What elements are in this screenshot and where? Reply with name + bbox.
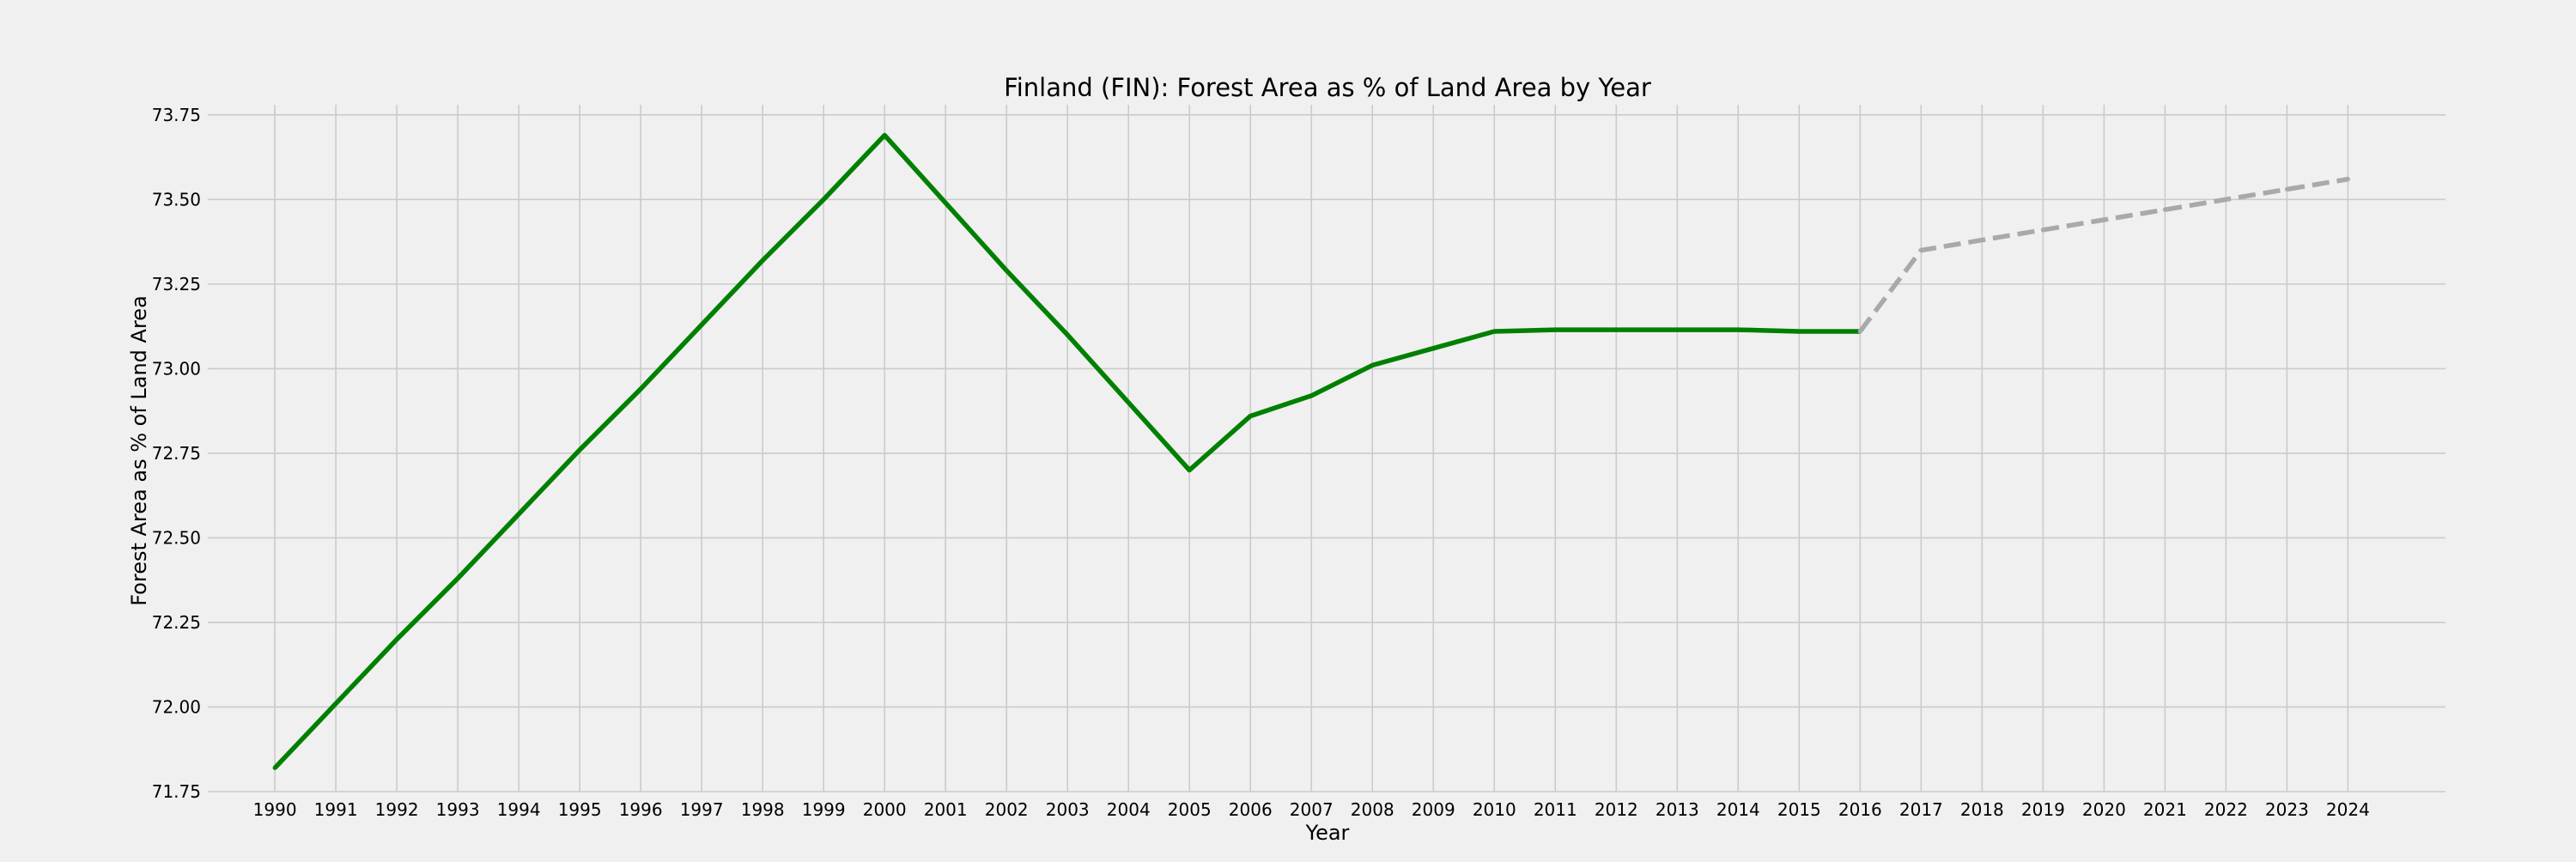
projection-data-point <box>1918 247 1923 252</box>
x-tick-label: 2007 <box>1290 799 1334 820</box>
y-tick-label: 73.50 <box>152 189 201 209</box>
observed-data-point <box>272 765 277 770</box>
observed-data-point <box>1796 329 1801 334</box>
x-tick-label: 2004 <box>1107 799 1151 820</box>
observed-data-point <box>1004 268 1009 273</box>
x-tick-label: 2019 <box>2021 799 2065 820</box>
grid <box>208 105 2445 792</box>
observed-data-point <box>1492 329 1497 334</box>
x-tick-label: 1992 <box>375 799 419 820</box>
x-tick-label: 2008 <box>1351 799 1394 820</box>
observed-data-point <box>516 512 521 517</box>
observed-data-point <box>1248 414 1253 419</box>
projection-data-point <box>2223 197 2228 202</box>
x-tick-label: 2021 <box>2143 799 2187 820</box>
x-tick-label: 2013 <box>1656 799 1699 820</box>
x-tick-label: 2006 <box>1229 799 1273 820</box>
observed-data-point <box>638 386 643 392</box>
observed-data-point <box>333 701 338 707</box>
y-tick-label: 73.75 <box>152 105 201 125</box>
x-tick-label: 2020 <box>2082 799 2126 820</box>
observed-data-point <box>455 576 460 581</box>
x-tick-label: 2016 <box>1838 799 1882 820</box>
projection-data-point <box>2284 187 2289 192</box>
x-tick-label: 2023 <box>2265 799 2309 820</box>
x-tick-label: 2022 <box>2204 799 2248 820</box>
projection-data-point <box>2101 217 2106 222</box>
y-tick-labels: 71.75 72.00 72.25 72.50 72.75 73.00 73.25 73.50… <box>152 105 201 802</box>
y-tick-label: 72.00 <box>152 696 201 717</box>
x-tick-label: 2012 <box>1595 799 1638 820</box>
observed-data-point <box>1674 327 1680 332</box>
observed-data-point <box>1370 362 1375 367</box>
projection-data-point <box>2040 228 2045 233</box>
x-tick-label: 1999 <box>802 799 846 820</box>
x-tick-label: 2005 <box>1168 799 1212 820</box>
y-axis-label: Forest Area as % of Land Area <box>127 295 151 606</box>
y-tick-label: 72.75 <box>152 443 201 464</box>
observed-data-point <box>882 132 887 137</box>
x-tick-label: 2002 <box>985 799 1029 820</box>
x-tick-label: 2015 <box>1777 799 1821 820</box>
y-tick-label: 71.75 <box>152 781 201 802</box>
x-tick-label: 1995 <box>558 799 602 820</box>
observed-data-point <box>1613 327 1619 332</box>
y-tick-label: 72.25 <box>152 612 201 633</box>
x-tick-label: 1998 <box>741 799 785 820</box>
observed-data-point <box>760 258 765 263</box>
x-tick-label: 2001 <box>924 799 968 820</box>
observed-data-point <box>394 637 399 642</box>
x-tick-label: 2011 <box>1534 799 1577 820</box>
observed-data-point <box>1309 393 1314 398</box>
x-tick-label: 1994 <box>497 799 541 820</box>
x-tick-label: 2010 <box>1473 799 1516 820</box>
x-tick-label: 2000 <box>863 799 907 820</box>
x-tick-label: 2017 <box>1899 799 1943 820</box>
y-tick-label: 72.50 <box>152 527 201 548</box>
chart-title: Finland (FIN): Forest Area as % of Land … <box>1004 73 1651 102</box>
observed-data-point <box>943 200 948 205</box>
x-tick-label: 1996 <box>619 799 663 820</box>
y-tick-label: 73.00 <box>152 358 201 379</box>
x-tick-label: 2009 <box>1412 799 1455 820</box>
observed-data-point <box>1735 327 1741 332</box>
projection-data-point <box>2162 207 2167 212</box>
y-tick-label: 73.25 <box>152 274 201 294</box>
series-group <box>272 132 2350 770</box>
observed-data-point <box>1187 468 1192 473</box>
x-tick-label: 2014 <box>1716 799 1760 820</box>
observed-data-point <box>821 197 826 202</box>
x-tick-label: 1990 <box>253 799 297 820</box>
observed-data-point <box>577 447 582 452</box>
observed-data-point <box>1126 400 1131 405</box>
projection-data-point <box>1979 238 1984 243</box>
projection-data-point <box>2345 177 2350 182</box>
observed-data-point <box>1552 327 1558 332</box>
projection-data-point <box>1857 329 1862 334</box>
x-tick-label: 2018 <box>1960 799 2004 820</box>
observed-data-point <box>1431 346 1436 351</box>
x-tick-label: 2003 <box>1046 799 1090 820</box>
observed-data-point <box>699 322 704 327</box>
x-tick-labels: 1990 1991 1992 1993 1994 1995 1996 1997 1998 1999… <box>253 799 2370 820</box>
x-tick-label: 1997 <box>680 799 724 820</box>
x-tick-label: 2024 <box>2326 799 2370 820</box>
x-tick-label: 1991 <box>314 799 358 820</box>
observed-data-point <box>1065 332 1070 337</box>
x-tick-label: 1993 <box>436 799 480 820</box>
x-axis-label: Year <box>1305 821 1350 845</box>
